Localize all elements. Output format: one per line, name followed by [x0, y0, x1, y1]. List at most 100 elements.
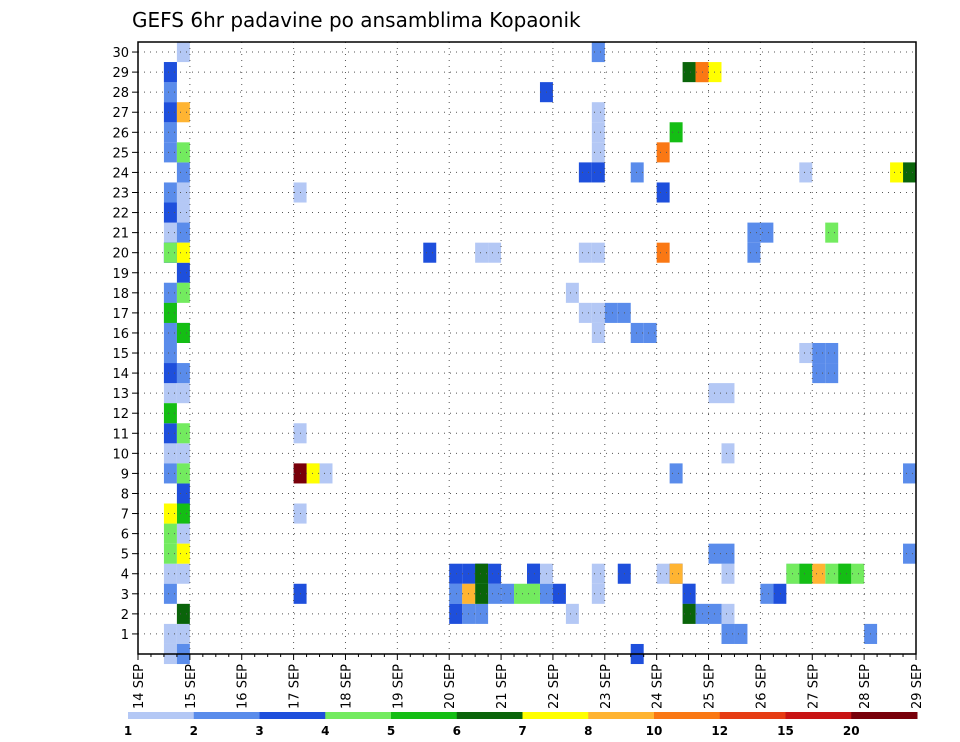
heatmap-cell: [721, 563, 735, 584]
heatmap-cell: [760, 583, 774, 604]
heatmap-cell: [163, 182, 177, 203]
heatmap-cell: [721, 603, 735, 624]
heatmap-cell: [423, 242, 437, 263]
grid-lines: [138, 42, 916, 654]
heatmap-cell: [578, 162, 592, 183]
x-tick-label: 28 SEP: [858, 664, 873, 709]
x-tick-label: 18 SEP: [339, 664, 354, 709]
heatmap-cell: [176, 222, 190, 243]
heatmap-cell: [825, 222, 839, 243]
y-tick-label: 13: [112, 387, 129, 402]
heatmap-cell: [656, 242, 670, 263]
colorbar-label: 3: [255, 724, 263, 738]
y-tick-label: 20: [112, 247, 129, 262]
heatmap-cell: [708, 62, 722, 83]
x-tick-label: 21 SEP: [495, 664, 510, 709]
heatmap-cell: [176, 503, 190, 524]
colorbar-label: 4: [321, 724, 329, 738]
heatmap-cell: [591, 242, 605, 263]
heatmap-cell: [163, 82, 177, 103]
y-axis: 1234567891011121314151617181920212223242…: [112, 46, 138, 643]
y-tick-label: 7: [121, 508, 129, 523]
heatmap-cell: [449, 583, 463, 604]
heatmap-cell: [163, 342, 177, 364]
heatmap-cell: [163, 543, 177, 564]
y-tick-label: 22: [112, 207, 129, 222]
heatmap-cell: [565, 282, 579, 303]
colorbar-swatch: [719, 712, 786, 719]
heatmap-cell: [591, 302, 605, 323]
heatmap-cell: [708, 603, 722, 624]
heatmap-cell: [591, 583, 605, 604]
heatmap-cell: [163, 102, 177, 123]
x-tick-label: 27 SEP: [806, 664, 821, 709]
colorbar-label: 1: [124, 724, 132, 738]
colorbar-label: 15: [777, 724, 794, 738]
heatmap-cell: [669, 463, 683, 484]
heatmap-cell: [708, 543, 722, 564]
x-tick-label: 15 SEP: [184, 664, 199, 709]
heatmap-cell: [176, 423, 190, 444]
heatmap-cell: [527, 583, 540, 604]
colorbar-label: 12: [711, 724, 728, 738]
colorbar-label: 5: [387, 724, 395, 738]
heatmap-cell: [591, 162, 605, 183]
x-axis: 14 SEP 15 SEP 16 SEP 17 SEP 18 SEP 19 SEP 20 S…: [132, 654, 925, 709]
heatmap-cell: [176, 182, 190, 203]
heatmap-cell: [514, 583, 527, 604]
heatmap-cell: [812, 363, 826, 384]
heatmap-cell: [656, 142, 670, 163]
heatmap-cell: [163, 282, 177, 303]
heatmap-cell: [176, 162, 190, 183]
heatmap-cell: [488, 583, 502, 604]
y-tick-label: 6: [121, 528, 129, 543]
heatmap-cell: [578, 242, 592, 263]
x-tick-label: 19 SEP: [391, 664, 406, 709]
heatmap-cell: [176, 102, 190, 123]
colorbar-swatch: [588, 712, 655, 719]
heatmap-cell: [501, 583, 515, 604]
heatmap-cell: [838, 563, 852, 584]
heatmap-cell: [708, 383, 722, 404]
y-tick-label: 4: [121, 568, 129, 583]
y-tick-label: 19: [112, 267, 129, 282]
colorbar-swatch: [851, 712, 918, 719]
x-tick-label: 16 SEP: [236, 664, 251, 709]
y-tick-label: 23: [112, 186, 129, 201]
heatmap-cell: [176, 282, 190, 303]
heatmap-cell: [163, 523, 177, 544]
heatmap-cell: [630, 322, 644, 343]
heatmap-cell: [176, 42, 190, 63]
colorbar-swatch: [785, 712, 852, 719]
heatmap-cell: [163, 583, 177, 604]
heatmap-cell: [721, 543, 735, 564]
heatmap-cell: [176, 242, 190, 263]
heatmap-cell: [163, 142, 177, 163]
heatmap-cell: [591, 322, 605, 343]
colorbar-swatch: [456, 712, 523, 719]
heatmap-cell: [163, 122, 177, 143]
y-tick-label: 10: [112, 447, 129, 462]
heatmap-cell: [163, 623, 177, 644]
heatmap-cell: [812, 342, 826, 364]
heatmap-cell: [176, 463, 190, 484]
heatmap-cell: [890, 162, 904, 183]
colorbar-label: 7: [518, 724, 526, 738]
heatmap-cell: [773, 583, 787, 604]
heatmap-cell: [591, 102, 605, 123]
heatmap-cell: [825, 563, 839, 584]
heatmap-cell: [163, 202, 177, 223]
x-tick-label: 29 SEP: [910, 664, 925, 709]
colorbar-label: 6: [453, 724, 461, 738]
heatmap-cell: [475, 583, 489, 604]
heatmap-cell: [176, 142, 190, 163]
y-tick-label: 26: [112, 126, 129, 141]
heatmap-cell: [682, 62, 696, 83]
x-tick-label: 20 SEP: [443, 664, 458, 709]
heatmap-cell: [176, 383, 190, 404]
heatmap-cell: [760, 222, 774, 243]
heatmap-cell: [721, 383, 735, 404]
colorbar-label: 8: [584, 724, 592, 738]
y-tick-label: 28: [112, 86, 129, 101]
